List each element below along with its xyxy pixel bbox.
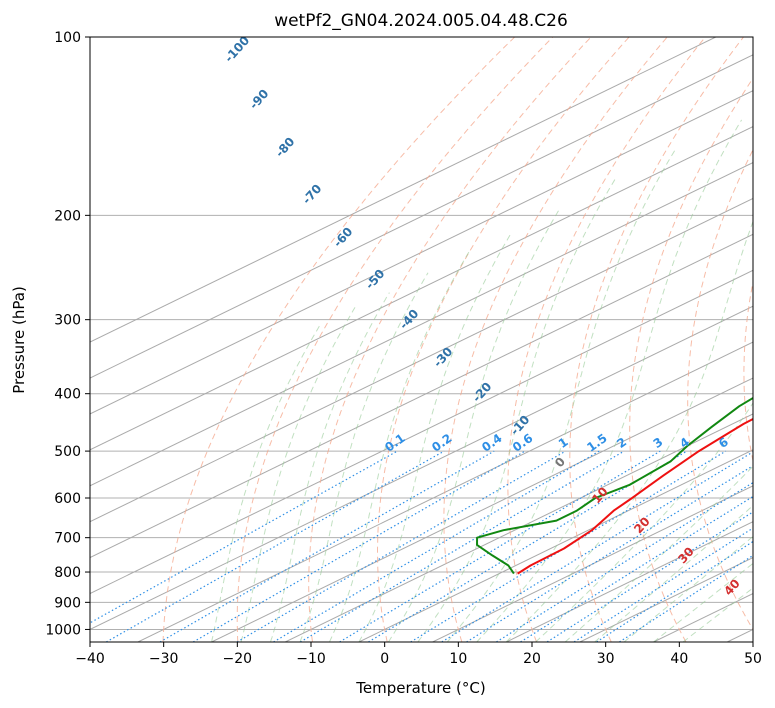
mixing-ratio-line-1 — [236, 450, 566, 642]
y-axis-ticks: 1000 900 800 700 600 500 400 300 200 100 — [45, 30, 90, 638]
moist-adiabat — [211, 324, 321, 642]
y-tick-label: 400 — [54, 387, 81, 403]
y-tick-label: 900 — [54, 595, 81, 611]
mixing-ratio-line-3 — [339, 450, 661, 642]
y-tick-label: 700 — [54, 531, 81, 547]
x-tick-label: 20 — [523, 651, 541, 667]
x-axis-title: Temperature (°C) — [355, 679, 485, 697]
y-tick-label: 200 — [54, 208, 81, 224]
x-tick-label: −10 — [296, 651, 326, 667]
isotherm--70 — [90, 197, 753, 523]
dry-adiabat — [377, 37, 630, 642]
isotherm--120 — [90, 37, 716, 343]
moist-adiabat — [476, 119, 743, 642]
y-tick-label: 100 — [54, 30, 81, 46]
mixing-ratio-lines — [90, 450, 753, 642]
isotherm--30 — [137, 341, 753, 642]
dry-adiabats — [162, 37, 753, 642]
x-tick-label: 0 — [380, 651, 389, 667]
mixing-ratio-line-10 — [466, 465, 753, 642]
mixing-ratio-line-0.4 — [159, 450, 495, 642]
moist-adiabat — [329, 251, 470, 642]
x-tick-label: 50 — [744, 651, 762, 667]
dry-adiabat — [162, 37, 516, 642]
dry-adiabat — [687, 148, 753, 631]
x-tick-label: −40 — [75, 651, 105, 667]
isotherm--90 — [90, 126, 753, 451]
chart-title: wetPf2_GN04.2024.005.04.48.C26 — [274, 11, 568, 31]
mixing-ratio-line-30 — [596, 540, 753, 642]
dry-adiabat — [743, 279, 753, 464]
dry-adiabat — [629, 77, 753, 642]
moist-adiabats — [211, 119, 753, 642]
isotherm--80 — [90, 161, 753, 487]
isotherm--10 — [285, 413, 753, 642]
mixing-ratio-line-25 — [573, 527, 753, 642]
y-tick-label: 500 — [54, 444, 81, 460]
moist-adiabat — [505, 220, 753, 642]
plot-frame — [89, 36, 754, 643]
dry-adiabat — [308, 37, 592, 642]
moist-adiabat — [240, 307, 356, 642]
x-tick-label: 10 — [449, 651, 467, 667]
moist-adiabat — [387, 207, 561, 642]
dry-adiabat — [507, 37, 706, 642]
isotherm--60 — [90, 233, 753, 559]
moist-adiabat — [358, 232, 512, 642]
x-tick-label: −30 — [149, 651, 179, 667]
mixing-ratio-line-16 — [520, 495, 753, 642]
x-tick-label: −20 — [223, 651, 253, 667]
dry-adiabat — [443, 37, 668, 642]
isotherm--100 — [90, 90, 753, 415]
y-tick-label: 300 — [54, 313, 81, 329]
mixing-ratio-line-6 — [410, 450, 727, 642]
isotherm--40 — [90, 305, 753, 631]
isotherm--20 — [211, 377, 753, 642]
x-tick-label: 40 — [670, 651, 688, 667]
dry-adiabat — [236, 37, 554, 642]
isobar-gridlines — [90, 37, 753, 630]
moist-adiabat — [564, 465, 753, 642]
isotherm--110 — [90, 54, 753, 379]
dewpoint-line — [476, 396, 753, 575]
skewed-isotherms — [90, 37, 753, 642]
sounding-profiles — [476, 396, 753, 575]
moist-adiabat — [535, 402, 753, 642]
moist-adiabat — [446, 147, 677, 642]
isotherm-0 — [358, 449, 753, 642]
y-tick-label: 800 — [54, 565, 81, 581]
y-tick-label: 600 — [54, 491, 81, 507]
mixing-ratio-line-2 — [299, 450, 625, 642]
y-axis-title: Pressure (hPa) — [10, 286, 28, 394]
mixing-ratio-line-0.6 — [192, 450, 526, 642]
x-axis-ticks: −40 −30 −20 −10 0 10 20 30 40 50 — [75, 642, 762, 667]
dry-adiabat — [569, 37, 744, 642]
moist-adiabat — [417, 179, 616, 642]
mixing-ratio-line-13 — [496, 481, 753, 642]
y-tick-label: 1000 — [45, 622, 81, 638]
mixing-ratio-line-8 — [441, 451, 753, 642]
moist-adiabat — [270, 292, 390, 642]
temperature-line — [517, 417, 753, 575]
moist-adiabat — [594, 504, 753, 642]
x-tick-label: 30 — [597, 651, 615, 667]
isotherm--50 — [90, 269, 753, 595]
